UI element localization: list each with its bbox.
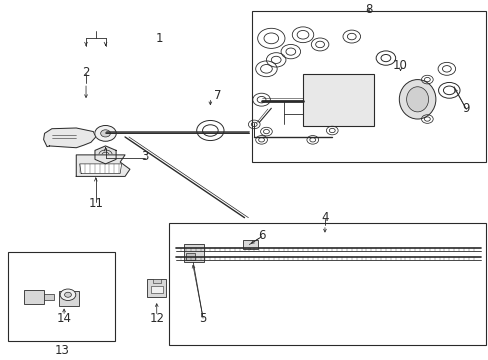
Polygon shape xyxy=(80,164,122,174)
Bar xyxy=(185,253,194,260)
Bar xyxy=(153,279,160,283)
Circle shape xyxy=(60,289,76,301)
Bar xyxy=(24,290,43,304)
Bar xyxy=(8,252,115,341)
Bar xyxy=(168,223,485,345)
Circle shape xyxy=(64,292,71,297)
Text: 5: 5 xyxy=(199,311,206,325)
Bar xyxy=(151,286,163,293)
Text: 10: 10 xyxy=(392,59,407,72)
Polygon shape xyxy=(95,146,116,164)
Text: 13: 13 xyxy=(54,344,69,357)
Bar xyxy=(59,291,79,306)
Polygon shape xyxy=(76,155,130,176)
Text: 2: 2 xyxy=(82,66,90,79)
Text: 12: 12 xyxy=(149,311,164,325)
Text: 7: 7 xyxy=(213,89,221,102)
Text: 11: 11 xyxy=(88,197,103,210)
Bar xyxy=(43,294,54,300)
Text: 3: 3 xyxy=(141,150,148,163)
Text: 4: 4 xyxy=(321,211,328,224)
Bar xyxy=(243,240,257,249)
Text: 14: 14 xyxy=(57,311,71,325)
Bar xyxy=(147,279,166,297)
Text: 9: 9 xyxy=(462,102,469,115)
Ellipse shape xyxy=(399,80,435,119)
Text: 8: 8 xyxy=(365,3,372,16)
Bar xyxy=(183,244,203,262)
Bar xyxy=(251,12,485,162)
Text: 6: 6 xyxy=(257,229,265,242)
Circle shape xyxy=(101,130,110,137)
Polygon shape xyxy=(43,128,96,148)
Bar xyxy=(303,74,373,126)
Ellipse shape xyxy=(406,87,427,112)
Circle shape xyxy=(95,126,116,141)
Text: 1: 1 xyxy=(155,32,163,45)
